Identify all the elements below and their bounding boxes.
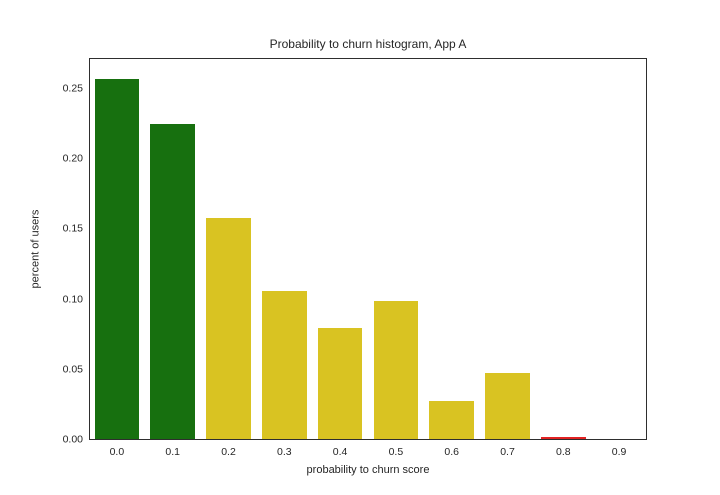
- x-tick-label: 0.4: [332, 446, 348, 458]
- y-tick-label: 0.00: [62, 433, 83, 446]
- y-tick-label: 0.20: [62, 152, 83, 165]
- x-tick-label: 0.9: [611, 446, 627, 458]
- x-tick-label: 0.0: [109, 446, 125, 458]
- y-tick-label: 0.25: [62, 82, 83, 95]
- bar-0.7: [485, 372, 530, 440]
- bar-0.6: [429, 400, 474, 440]
- x-tick-label: 0.3: [276, 446, 292, 458]
- x-axis-label: probability to churn score: [306, 464, 430, 476]
- bar-0.9: [596, 439, 642, 440]
- x-tick-label: 0.7: [500, 446, 515, 458]
- x-tick-label: 0.6: [444, 446, 459, 458]
- y-tick-label: 0.15: [62, 222, 83, 235]
- bar-0.3: [261, 291, 307, 440]
- bar-0.8: [540, 437, 586, 440]
- bar-0.2: [206, 218, 251, 440]
- bar-0.1: [150, 124, 195, 440]
- x-tick-label: 0.2: [221, 446, 236, 458]
- bar-0.5: [373, 300, 419, 440]
- bar-0.0: [94, 79, 140, 440]
- bar-0.4: [317, 327, 363, 440]
- y-axis-label: percent of users: [29, 209, 42, 289]
- y-tick-label: 0.10: [62, 293, 83, 306]
- y-tick-label: 0.05: [62, 363, 83, 376]
- plot-area: [89, 58, 647, 440]
- x-tick-label: 0.1: [165, 446, 180, 458]
- x-tick-label: 0.5: [388, 446, 404, 458]
- chart-title: Probability to churn histogram, App A: [269, 37, 467, 51]
- x-tick-label: 0.8: [555, 446, 571, 458]
